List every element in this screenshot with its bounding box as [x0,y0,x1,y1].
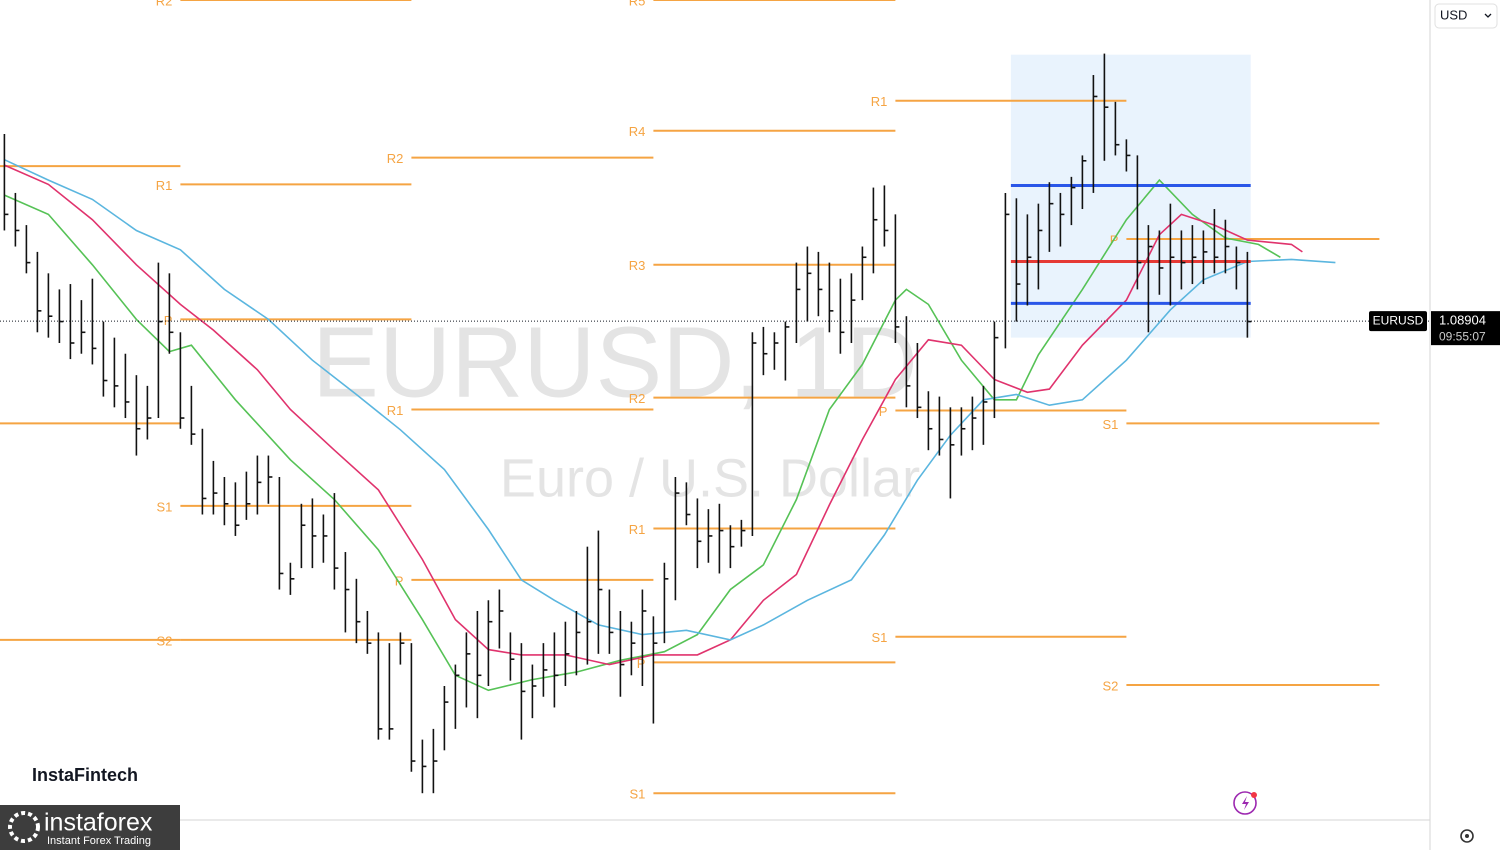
settings-icon[interactable] [1460,829,1474,843]
pivot-label: S1 [1102,417,1118,432]
pivot-label: R2 [629,391,646,406]
symbol-label: EURUSD [1373,313,1424,327]
dropdown-arrow [1484,13,1492,18]
moving-average [4,158,1336,641]
pivot-label: S2 [1102,678,1118,693]
logo-gear [8,811,40,843]
pivot-label: S2 [156,633,172,648]
pivot-label: P [879,404,888,419]
range-box [1010,54,1251,338]
moving-average [4,178,1281,692]
pivot-label: R1 [629,522,646,537]
logo-tagline: Instant Forex Trading [47,835,151,847]
pivot-label: R1 [387,403,404,418]
pivot-label: S1 [156,499,172,514]
pivot-label: R1 [871,94,888,109]
pivot-label: R2 [387,151,404,166]
pivot-label: P [637,656,646,671]
brand: InstaFintech [32,765,138,785]
brand-box [22,740,180,812]
pivot-label: R2 [156,0,173,8]
price-tag [1431,311,1500,346]
logo-name: instaforex [44,809,153,837]
event-icon[interactable] [1233,791,1257,815]
watermark-title: EURUSD, 1D [312,306,918,418]
pivot-label: R5 [629,0,646,8]
pivot-label: R1 [156,178,173,193]
symbol-tag [1369,311,1427,332]
countdown: 09:55:07 [1439,329,1486,343]
event-dot [1251,792,1257,798]
watermark-subtitle: Euro / U.S. Dollar [500,448,920,508]
pivot-label: S1 [871,630,887,645]
last-price-label: 1.08904 [1439,313,1486,328]
currency-label: USD [1440,7,1467,22]
pivot-label: P [395,573,404,588]
pivot-label: P [164,313,173,328]
pivot-label: R3 [629,258,646,273]
currency-select[interactable] [1434,3,1498,29]
settings-icon-center [1465,834,1469,838]
pivot-label: S1 [629,787,645,802]
pivot-label: R4 [629,124,646,139]
event-icon-bolt [1242,796,1249,810]
